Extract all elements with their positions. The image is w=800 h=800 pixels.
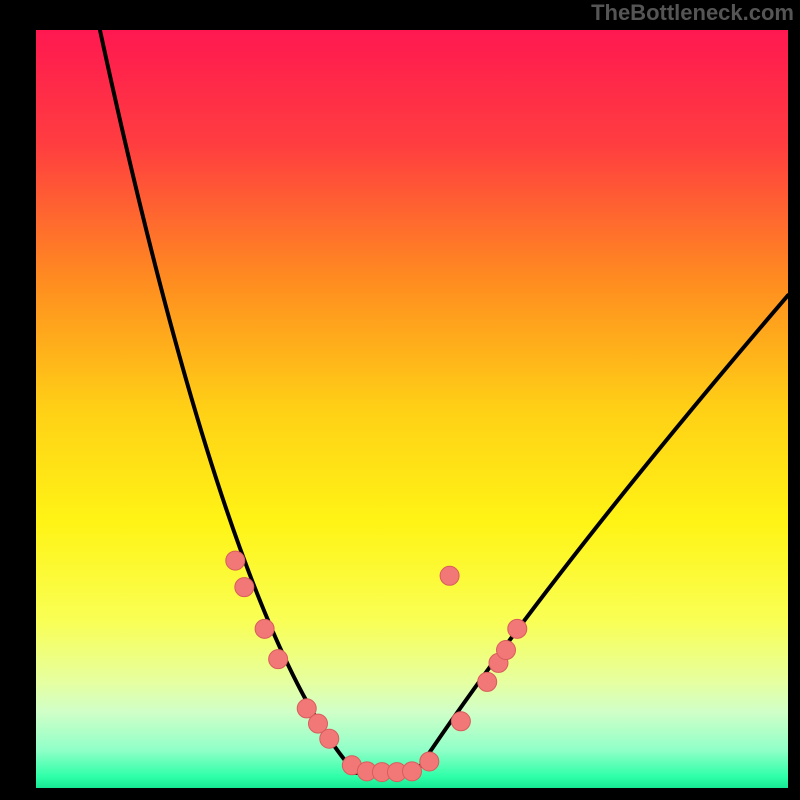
data-point <box>235 578 254 597</box>
watermark-text: TheBottleneck.com <box>591 0 794 26</box>
data-point <box>226 551 245 570</box>
data-point <box>420 752 439 771</box>
data-point <box>497 641 516 660</box>
data-point <box>255 619 274 638</box>
data-point <box>403 762 422 781</box>
data-point <box>478 672 497 691</box>
bottleneck-chart <box>36 30 788 788</box>
data-point <box>320 729 339 748</box>
gradient-background <box>36 30 788 788</box>
data-point <box>440 566 459 585</box>
data-point <box>451 712 470 731</box>
data-point <box>269 650 288 669</box>
data-point <box>508 619 527 638</box>
